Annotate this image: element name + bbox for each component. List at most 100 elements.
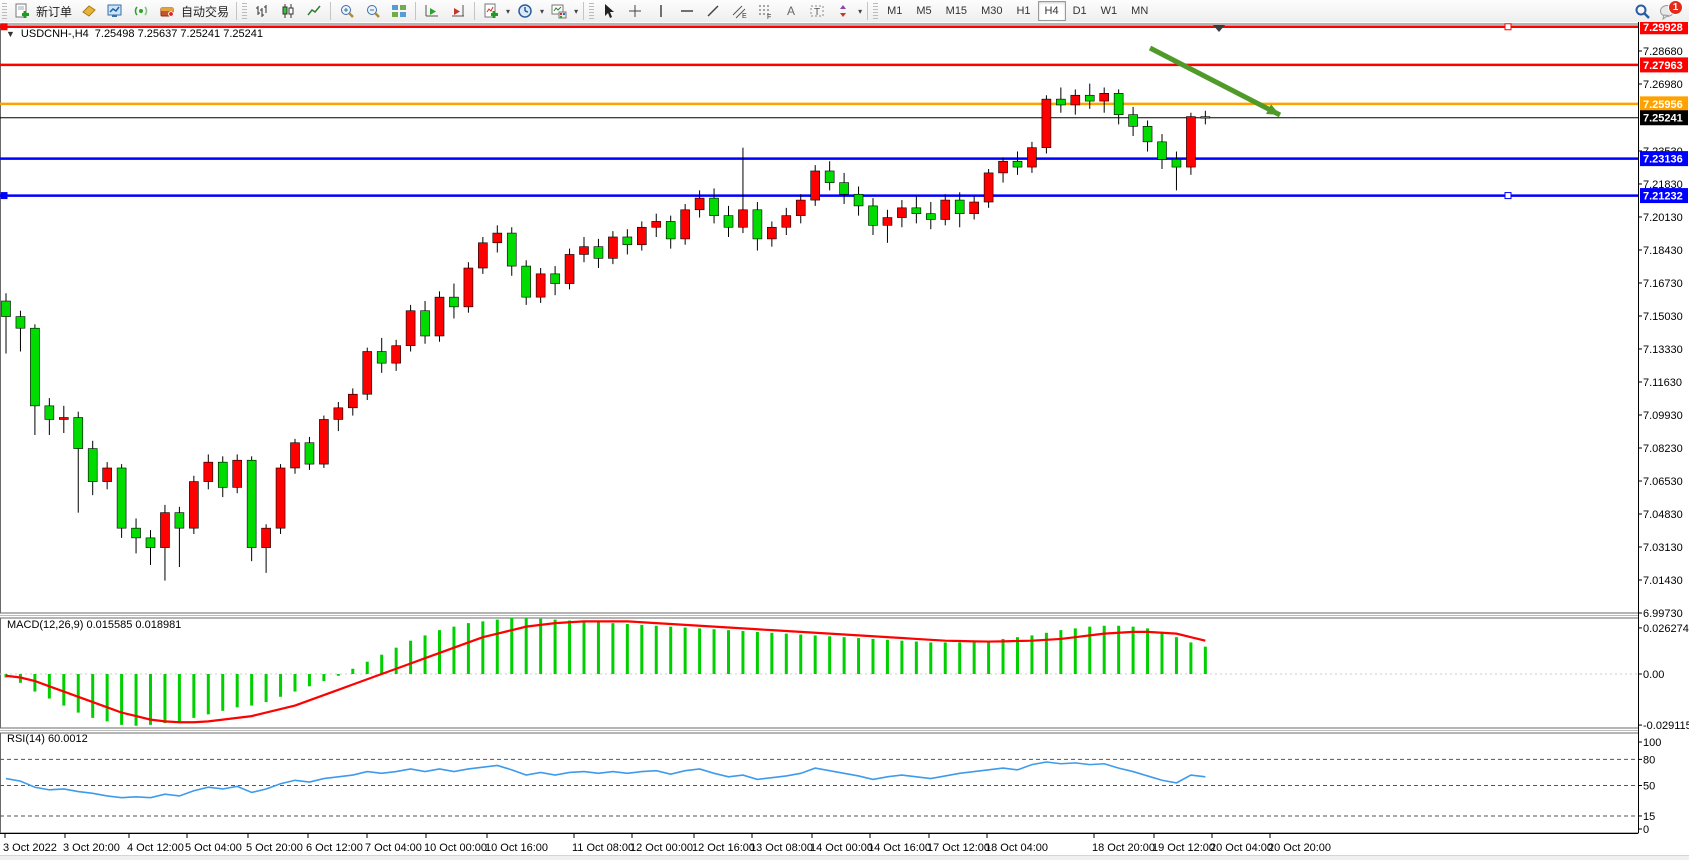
candle (102, 467, 112, 482)
rsi-indicator-label: RSI(14) 60.0012 (7, 733, 88, 745)
indicators-button[interactable] (478, 1, 504, 21)
macd-signal-line (5, 620, 1206, 724)
candle (954, 199, 965, 214)
svg-text:F: F (767, 14, 771, 19)
price-tick-label: 7.21830 (1643, 179, 1683, 191)
chart-window-icon[interactable] (76, 1, 102, 21)
candle (30, 327, 40, 407)
candle (680, 209, 690, 240)
hline-handle[interactable] (1504, 23, 1512, 31)
candle (622, 236, 633, 246)
time-label: 18 Oct 20:00 (1092, 842, 1155, 852)
chart-shift-button[interactable] (445, 1, 471, 21)
time-label: 20 Oct 20:00 (1268, 842, 1331, 852)
candle (275, 467, 286, 529)
candle (1186, 116, 1196, 168)
trend-arrow-line[interactable] (1148, 45, 1282, 118)
candle (391, 345, 401, 364)
timeframe-button-M5[interactable]: M5 (916, 5, 932, 17)
trendline-tool-button[interactable] (700, 1, 726, 21)
rsi-tick-label: 50 (1643, 781, 1655, 793)
vertical-line-tool-button[interactable] (648, 1, 674, 21)
templates-dropdown-caret[interactable]: ▾ (574, 6, 579, 16)
candle (824, 170, 835, 183)
templates-button[interactable] (546, 1, 572, 21)
timeframe-button-H1[interactable]: H1 (1016, 5, 1031, 17)
ohlc-values: 7.25498 7.25637 7.25241 7.25241 (94, 28, 263, 40)
one-click-trading-collapse-icon[interactable]: ▼ (6, 29, 15, 39)
hline-handle[interactable] (0, 23, 8, 31)
hline-handle[interactable] (0, 192, 8, 200)
price-badge (1640, 110, 1688, 126)
timeframe-button-W1[interactable]: W1 (1100, 5, 1118, 17)
candle (246, 459, 257, 548)
candle (1142, 126, 1153, 143)
candle (1099, 93, 1109, 102)
equidistant-channel-tool-button[interactable]: E (726, 1, 752, 21)
price-tick-label: 7.28680 (1643, 46, 1683, 58)
time-label: 19 Oct 12:00 (1152, 842, 1215, 852)
candle (795, 199, 806, 216)
macd-tick-label: 0.026274 (1643, 623, 1689, 635)
tile-windows-button[interactable] (386, 1, 412, 21)
candle (839, 182, 849, 195)
indicators-dropdown-caret[interactable]: ▾ (506, 6, 511, 16)
candle (261, 527, 271, 548)
timeframe-button-M1[interactable]: M1 (887, 5, 903, 17)
candle (998, 160, 1008, 174)
price-badge-label: 7.25241 (1643, 113, 1683, 125)
periods-dropdown-caret[interactable]: ▾ (540, 6, 545, 16)
price-badge-label: 7.27963 (1643, 60, 1683, 72)
fibonacci-tool-button[interactable]: F (752, 1, 778, 21)
cursor-tool-button[interactable] (596, 1, 622, 21)
svg-text:E: E (742, 13, 747, 19)
timeframe-button-H4[interactable]: H4 (1037, 1, 1066, 21)
horizontal-line-tool-button[interactable] (674, 1, 700, 21)
auto-scroll-button[interactable] (419, 1, 445, 21)
price-badge-label: 7.29928 (1643, 22, 1683, 34)
candle (897, 207, 907, 218)
macd-tick-label: -0.029115 (1643, 720, 1689, 732)
timeframe-button-M30[interactable]: M30 (981, 5, 1003, 17)
svg-text:A: A (787, 4, 795, 18)
crosshair-tool-button[interactable] (622, 1, 648, 21)
line-chart-style-button[interactable] (301, 1, 327, 21)
chat-icon[interactable]: 1 (1655, 0, 1683, 21)
chart-shift-marker[interactable] (1213, 25, 1225, 32)
terminal-icon[interactable] (102, 1, 128, 21)
zoom-out-button[interactable] (360, 1, 386, 21)
hline-handle[interactable] (1504, 192, 1512, 200)
time-label: 10 Oct 16:00 (485, 842, 548, 852)
toolbar-grip[interactable] (2, 3, 7, 19)
timeframe-button-D1[interactable]: D1 (1072, 5, 1087, 17)
new-order-label[interactable]: 新订单 (36, 4, 73, 19)
time-label: 11 Oct 08:00 (572, 842, 634, 852)
price-tick-label: 7.18430 (1643, 245, 1683, 257)
arrows-dropdown-caret[interactable]: ▾ (858, 6, 863, 16)
autotrading-label[interactable]: 自动交易 (181, 4, 230, 19)
new-order-button[interactable] (9, 1, 35, 21)
arrows-tool-button[interactable] (830, 1, 856, 21)
candle (145, 537, 156, 548)
timeframe-button-MN[interactable]: MN (1131, 5, 1149, 17)
timeframe-button-M15[interactable]: M15 (945, 5, 968, 17)
candle (44, 405, 55, 420)
candle (1, 300, 11, 317)
zoom-in-button[interactable] (334, 1, 360, 21)
bar-chart-style-button[interactable] (249, 1, 275, 21)
price-tick-label: 7.03130 (1643, 542, 1683, 554)
price-tick-label: 7.04830 (1643, 509, 1683, 521)
signals-icon[interactable] (128, 1, 154, 21)
candlestick-style-button[interactable] (275, 1, 301, 21)
search-icon[interactable] (1629, 1, 1655, 21)
text-tool-button[interactable]: A (778, 1, 804, 21)
trend-arrow-head[interactable] (1266, 104, 1280, 115)
text-label-tool-button[interactable]: T (804, 1, 830, 21)
autotrading-icon[interactable] (154, 1, 180, 21)
periods-button[interactable] (512, 1, 538, 21)
time-label: 7 Oct 04:00 (365, 842, 422, 852)
chart-canvas[interactable]: 7.286807.269807.235307.218307.201307.184… (0, 22, 1689, 852)
price-badge (1640, 151, 1688, 167)
candle (463, 267, 474, 308)
